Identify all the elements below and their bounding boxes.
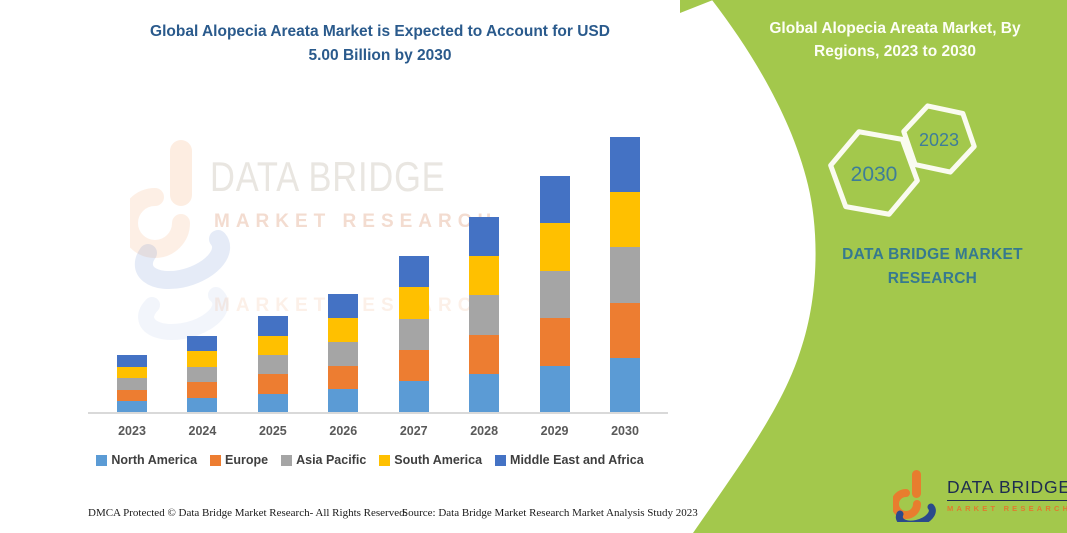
legend-label: Asia Pacific xyxy=(296,453,367,467)
bar-segment-middle-east-and-africa xyxy=(469,217,500,257)
panel-heading: Global Alopecia Areata Market, By Region… xyxy=(735,17,1055,63)
legend-swatch-icon xyxy=(379,454,391,466)
green-panel-shape xyxy=(693,0,1067,533)
bar-segment-middle-east-and-africa xyxy=(328,294,359,319)
chart-title: Global Alopecia Areata Market is Expecte… xyxy=(75,20,685,68)
bar-segment-asia-pacific xyxy=(257,355,288,375)
green-panel: 2030 2023 xyxy=(680,0,1067,533)
dmca-notice: DMCA Protected © Data Bridge Market Rese… xyxy=(88,507,408,519)
bar-segment-south-america xyxy=(610,192,640,248)
legend-swatch-icon xyxy=(495,454,507,466)
bar-segment-asia-pacific xyxy=(398,318,429,351)
bar-segment-europe xyxy=(610,302,640,358)
bar-segment-north-america xyxy=(539,365,570,413)
bar-segment-asia-pacific xyxy=(539,270,570,319)
hexagon-2030-label: 2030 xyxy=(851,163,898,186)
x-axis-label-2023: 2023 xyxy=(118,424,146,438)
x-axis-label-2030: 2030 xyxy=(611,424,639,438)
bar-segment-middle-east-and-africa xyxy=(117,355,147,367)
bar-segment-europe xyxy=(539,318,570,366)
bar-segment-north-america xyxy=(187,397,218,413)
bar-segment-south-america xyxy=(117,366,147,379)
bar-segment-europe xyxy=(398,350,429,382)
bar-segment-europe xyxy=(469,334,500,374)
bar-segment-middle-east-and-africa xyxy=(610,137,640,193)
bar-segment-south-america xyxy=(398,287,429,319)
panel-heading-line1: Global Alopecia Areata Market, By xyxy=(769,20,1021,37)
stacked-bar-2026 xyxy=(328,294,359,413)
x-axis-line xyxy=(88,412,668,414)
stacked-bar-2023 xyxy=(117,355,147,413)
data-bridge-logo-icon xyxy=(893,470,936,522)
panel-brand-line2: RESEARCH xyxy=(887,270,978,287)
legend-item-south-america: South America xyxy=(379,453,482,467)
bar-segment-europe xyxy=(328,365,359,390)
panel-brand-line1: DATA BRIDGE MARKET xyxy=(842,246,1023,263)
legend-item-north-america: North America xyxy=(96,453,197,467)
bar-segment-north-america xyxy=(398,381,429,413)
bar-segment-middle-east-and-africa xyxy=(398,255,429,288)
bar-segment-north-america xyxy=(328,389,359,413)
bar-segment-middle-east-and-africa xyxy=(187,335,218,352)
panel-brand-text: DATA BRIDGE MARKET RESEARCH xyxy=(805,243,1060,291)
bar-segment-south-america xyxy=(469,256,500,296)
company-logo-subtitle: MARKET RESEARCH xyxy=(947,504,1067,513)
bar-segment-south-america xyxy=(539,223,570,271)
bar-segment-asia-pacific xyxy=(328,341,359,366)
x-axis-label-2026: 2026 xyxy=(329,424,358,438)
bar-segment-asia-pacific xyxy=(610,247,640,303)
stacked-bar-2024 xyxy=(187,335,218,413)
company-logo-text: DATA BRIDGE MARKET RESEARCH xyxy=(947,477,1067,513)
bar-segment-europe xyxy=(257,374,288,394)
legend-swatch-icon xyxy=(96,454,108,466)
x-axis-label-2024: 2024 xyxy=(188,424,217,438)
legend-swatch-icon xyxy=(281,454,293,466)
x-axis-label-2027: 2027 xyxy=(399,424,428,438)
legend-label: Middle East and Africa xyxy=(510,453,644,467)
bar-segment-south-america xyxy=(187,351,218,367)
hexagon-2023 xyxy=(901,103,977,175)
bar-segment-middle-east-and-africa xyxy=(539,175,570,224)
bar-segment-asia-pacific xyxy=(187,366,218,383)
bar-segment-north-america xyxy=(257,393,288,413)
company-logo: DATA BRIDGE MARKET RESEARCH xyxy=(893,468,1067,522)
x-axis-label-2025: 2025 xyxy=(258,424,287,438)
legend-item-middle-east-and-africa: Middle East and Africa xyxy=(495,453,644,467)
source-note: Source: Data Bridge Market Research Mark… xyxy=(402,507,698,519)
legend-item-asia-pacific: Asia Pacific xyxy=(281,453,366,467)
bar-segment-south-america xyxy=(257,335,288,356)
green-panel-fold xyxy=(680,0,713,13)
x-axis-label-2028: 2028 xyxy=(470,424,499,438)
bar-segment-north-america xyxy=(117,401,147,413)
bar-segment-europe xyxy=(187,382,218,398)
bar-segment-north-america xyxy=(469,373,500,413)
chart-title-line2: 5.00 Billion by 2030 xyxy=(308,47,452,64)
company-logo-title: DATA BRIDGE xyxy=(947,477,1067,501)
chart-legend: North America Europe Asia Pacific South Ame… xyxy=(55,453,685,467)
bar-segment-asia-pacific xyxy=(117,378,147,390)
chart-title-line1: Global Alopecia Areata Market is Expecte… xyxy=(150,23,610,40)
hexagon-2030 xyxy=(828,129,920,217)
legend-label: North America xyxy=(111,453,198,467)
hexagon-2023-label: 2023 xyxy=(919,130,959,150)
legend-swatch-icon xyxy=(210,454,222,466)
bar-segment-north-america xyxy=(610,357,640,413)
panel-heading-line2: Regions, 2023 to 2030 xyxy=(814,43,976,60)
stacked-bar-2025 xyxy=(257,316,288,413)
bar-segment-south-america xyxy=(328,318,359,342)
legend-label: South America xyxy=(394,453,483,467)
stacked-bar-2028 xyxy=(469,217,500,413)
stacked-bar-2029 xyxy=(539,175,570,413)
stacked-bar-2030 xyxy=(610,137,640,413)
legend-label: Europe xyxy=(225,453,269,467)
bar-segment-middle-east-and-africa xyxy=(257,316,288,336)
bar-segment-europe xyxy=(117,389,147,402)
x-axis-label-2029: 2029 xyxy=(540,424,569,438)
bar-segment-asia-pacific xyxy=(469,295,500,335)
legend-item-europe: Europe xyxy=(210,453,268,467)
stacked-bar-2027 xyxy=(398,255,429,413)
